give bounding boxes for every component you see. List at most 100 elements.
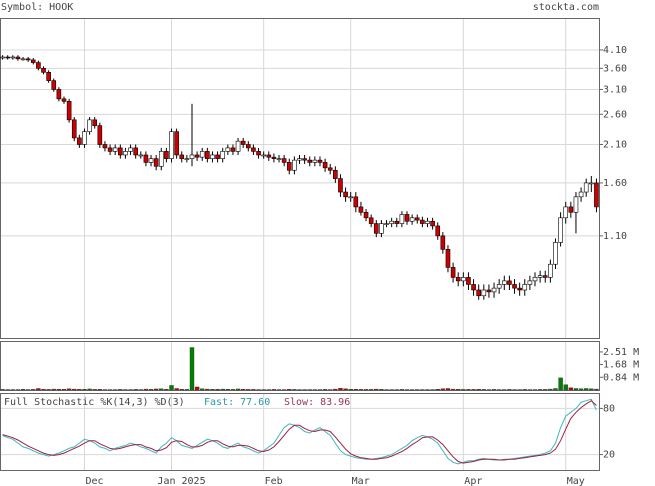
volume-bar bbox=[240, 389, 246, 391]
candle-body bbox=[517, 287, 522, 291]
candle-body bbox=[558, 217, 563, 243]
candle-body bbox=[46, 72, 51, 81]
volume-bar bbox=[589, 388, 594, 391]
volume-bar bbox=[41, 389, 46, 391]
candle-body bbox=[36, 62, 41, 69]
volume-bar bbox=[491, 389, 497, 391]
volume-bar bbox=[133, 389, 138, 391]
volume-bar bbox=[31, 389, 36, 391]
y-tick-label: 0.84 M bbox=[603, 372, 639, 383]
candle-body bbox=[5, 56, 10, 59]
volume-bar bbox=[363, 389, 369, 391]
candle-body bbox=[327, 167, 333, 171]
candle-body bbox=[589, 182, 594, 185]
x-tick-label: May bbox=[567, 476, 585, 486]
candle-body bbox=[312, 159, 318, 163]
volume-bar bbox=[461, 389, 466, 391]
candle-body bbox=[425, 220, 430, 224]
candle-body bbox=[138, 154, 144, 157]
volume-bar bbox=[200, 388, 205, 391]
candle-body bbox=[189, 154, 195, 159]
candle-body bbox=[486, 289, 492, 293]
panel bbox=[0, 393, 600, 471]
y-tick-label: 2.51 M bbox=[603, 347, 639, 358]
volume-bar bbox=[568, 387, 574, 391]
volume-bar bbox=[435, 389, 440, 391]
volume-bar bbox=[522, 389, 527, 391]
candle-body bbox=[404, 214, 410, 222]
legend-name: Slow: bbox=[284, 397, 314, 408]
candle-body bbox=[532, 277, 538, 282]
candle-body bbox=[66, 101, 72, 121]
candle-body bbox=[158, 151, 164, 167]
candle-body bbox=[476, 289, 481, 297]
candle-body bbox=[107, 147, 113, 152]
candle-body bbox=[41, 68, 46, 73]
candle-body bbox=[123, 151, 128, 156]
candle-body bbox=[384, 223, 389, 225]
candle-body bbox=[440, 235, 446, 250]
volume-bar bbox=[97, 389, 103, 391]
volume-bar bbox=[333, 388, 338, 391]
volume-bar bbox=[578, 388, 584, 391]
candle-body bbox=[220, 151, 226, 159]
candle-body bbox=[548, 263, 553, 278]
candle-body bbox=[256, 151, 261, 156]
candle-body bbox=[322, 162, 328, 169]
volume-bar bbox=[189, 347, 195, 391]
volume-bar bbox=[77, 389, 82, 391]
volume-bar bbox=[159, 388, 164, 391]
candle-body bbox=[368, 217, 374, 224]
candle-body bbox=[471, 284, 476, 291]
volume-bar bbox=[251, 389, 256, 391]
candle-body bbox=[271, 156, 277, 159]
y-tick-label: 3.60 bbox=[603, 63, 627, 74]
candle-body bbox=[363, 211, 369, 219]
candle-body bbox=[507, 280, 512, 285]
candle-body bbox=[338, 178, 343, 193]
candle-body bbox=[491, 287, 497, 293]
candle-body bbox=[133, 147, 138, 156]
volume-bar bbox=[153, 388, 159, 391]
volume-bar bbox=[292, 389, 297, 391]
candle-body bbox=[61, 98, 67, 102]
volume-bar bbox=[440, 388, 446, 391]
y-tick-label: 4.10 bbox=[603, 45, 627, 56]
y-tick-label: 2.10 bbox=[603, 139, 627, 150]
volume-bar bbox=[399, 389, 405, 391]
y-tick-label: 80 bbox=[603, 403, 615, 414]
volume-bar bbox=[230, 389, 236, 391]
volume-bar bbox=[466, 389, 471, 391]
x-tick-label: Apr bbox=[464, 476, 482, 486]
volume-bar bbox=[225, 389, 231, 391]
candle-body bbox=[501, 280, 507, 285]
candle-body bbox=[389, 220, 394, 224]
volume-bar bbox=[584, 388, 589, 391]
candle-body bbox=[82, 131, 87, 145]
volume-bar bbox=[56, 389, 62, 391]
candle-body bbox=[118, 147, 123, 156]
volume-bar bbox=[594, 388, 599, 391]
volume-bar bbox=[507, 389, 512, 391]
source: stockta.com bbox=[533, 2, 599, 13]
volume-bar bbox=[338, 387, 343, 391]
candle-body bbox=[333, 169, 338, 179]
candle-body bbox=[435, 225, 441, 237]
volume-bar bbox=[118, 389, 123, 391]
volume-bar bbox=[445, 388, 451, 391]
candle-body bbox=[128, 147, 133, 152]
x-tick-label: Feb bbox=[265, 476, 283, 486]
candle-body bbox=[25, 58, 31, 61]
candle-body bbox=[179, 154, 185, 159]
volume-bar bbox=[537, 389, 543, 391]
candle-body bbox=[153, 158, 159, 167]
candle-body bbox=[553, 242, 558, 265]
y-tick-label: 2.60 bbox=[603, 109, 627, 120]
candle-body bbox=[430, 220, 435, 227]
candle-body bbox=[251, 147, 256, 152]
candle-body bbox=[102, 144, 108, 149]
volume-bar bbox=[471, 389, 476, 391]
volume-bar bbox=[573, 388, 579, 391]
x-tick-label: Mar bbox=[352, 476, 370, 486]
volume-bar bbox=[481, 389, 487, 391]
